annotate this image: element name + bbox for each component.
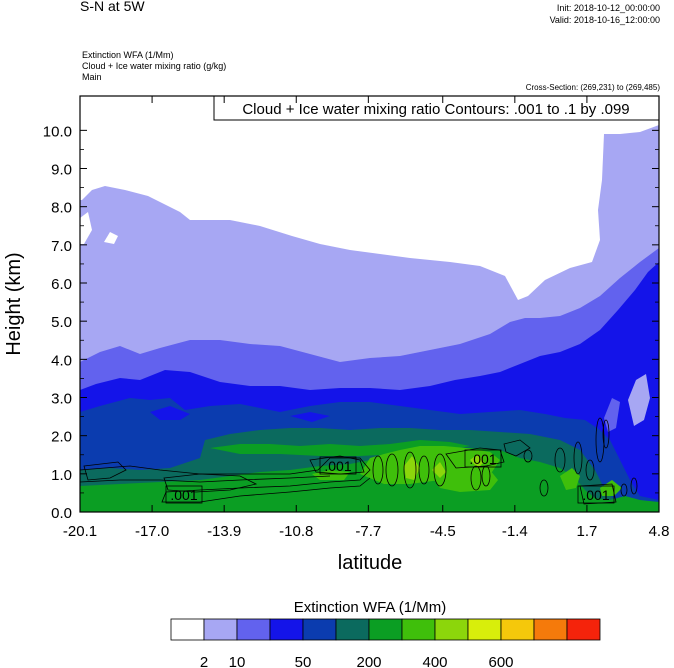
contour-info-label: Cloud + Ice water mixing ratio Contours:… [242,101,629,118]
x-tick-label: 4.8 [649,523,670,540]
x-tick-label: -1.4 [502,523,528,540]
level-400-region [80,448,659,512]
y-tick-label: 10.0 [43,123,72,140]
colorbar-title: Extinction WFA (1/Mm) [294,599,447,616]
colorbar-tick-label: 200 [356,654,381,668]
x-tick-label: -7.7 [355,523,381,540]
valid-time: Valid: 2018-10-16_12:00:00 [549,15,660,25]
x-axis: -20.1 -17.0 -13.9 -10.8 -7.7 -4.5 -1.4 1.7 4.8 [63,96,670,540]
colorbar-tick-labels: 2 10 50 200 400 600 [200,654,514,668]
colorbar-tick-label: 600 [488,654,513,668]
x-axis-label: latitude [338,552,403,574]
field-label-main: Main [82,72,102,82]
x-tick-label: -10.8 [279,523,313,540]
field-label-cloud-ice: Cloud + Ice water mixing ratio (g/kg) [82,61,227,71]
contour-lines [80,417,638,505]
colorbar-tick-label: 400 [422,654,447,668]
x-tick-label: -4.5 [430,523,456,540]
x-tick-label: -13.9 [207,523,241,540]
level-600-region [600,480,622,496]
level-50-region [290,412,330,422]
colorbar-swatch [500,618,535,641]
y-tick-label: 0.0 [51,505,72,522]
level-600-region [560,468,580,490]
colorbar-swatch [533,618,568,641]
colorbar-swatch [566,618,601,641]
y-tick-label: 2.0 [51,429,72,446]
x-tick-label: 1.7 [576,523,597,540]
contour-value-labels: .001 .001 .001 .001 [165,449,615,504]
heatmap-field [80,96,659,512]
y-tick-label: 6.0 [51,276,72,293]
contour-label: .001 [582,487,609,503]
x-tick-label: -17.0 [135,523,169,540]
level-2-region [96,98,150,126]
contour-label: .001 [324,458,351,474]
y-axis: 0.0 1.0 2.0 3.0 4.0 5.0 6.0 7.0 8.0 9.0 10.0 [43,123,659,522]
x-tick-label: -20.1 [63,523,97,540]
time-info: Init: 2018-10-12_00:00:00 Valid: 2018-10… [550,2,660,26]
cross-section-label: Cross-Section: (269,231) to (269,485) [525,83,660,92]
level-600-region [470,454,484,468]
colorbar-tick-label: 50 [295,654,312,668]
colorbar-swatch [467,618,502,641]
y-tick-label: 7.0 [51,238,72,255]
level-10-region [628,374,650,426]
colorbar-tick-label: 2 [200,654,208,668]
init-time: Init: 2018-10-12_00:00:00 [556,3,660,13]
colorbar-swatch [203,618,238,641]
y-tick-label: 1.0 [51,467,72,484]
colorbar-swatch [368,618,403,641]
level-2-region [80,212,92,244]
colorbar-swatch [401,618,436,641]
colorbar-swatch [434,618,469,641]
plot-title: S-N at 5W [80,0,145,14]
y-tick-label: 8.0 [51,200,72,217]
contour-label: .001 [170,487,197,503]
colorbar-swatch [302,618,337,641]
colorbar-swatch [269,618,304,641]
y-tick-label: 9.0 [51,162,72,179]
contour-info-box [213,95,660,121]
y-tick-label: 4.0 [51,352,72,369]
colorbar-swatch [335,618,370,641]
y-axis-label: Height (km) [3,252,25,355]
level-600-region [432,462,446,478]
field-label-extinction: Extinction WFA (1/Mm) [82,50,174,60]
y-tick-label: 5.0 [51,314,72,331]
y-tick-label: 3.0 [51,391,72,408]
level-2-region [104,232,118,244]
colorbar-swatch [236,618,271,641]
contour-label: .001 [469,451,496,467]
level-2-region [80,96,659,300]
colorbar [170,618,601,641]
plot-frame [79,95,660,513]
colorbar-swatch [170,618,205,641]
level-50-region [150,406,190,420]
colorbar-tick-label: 10 [229,654,246,668]
